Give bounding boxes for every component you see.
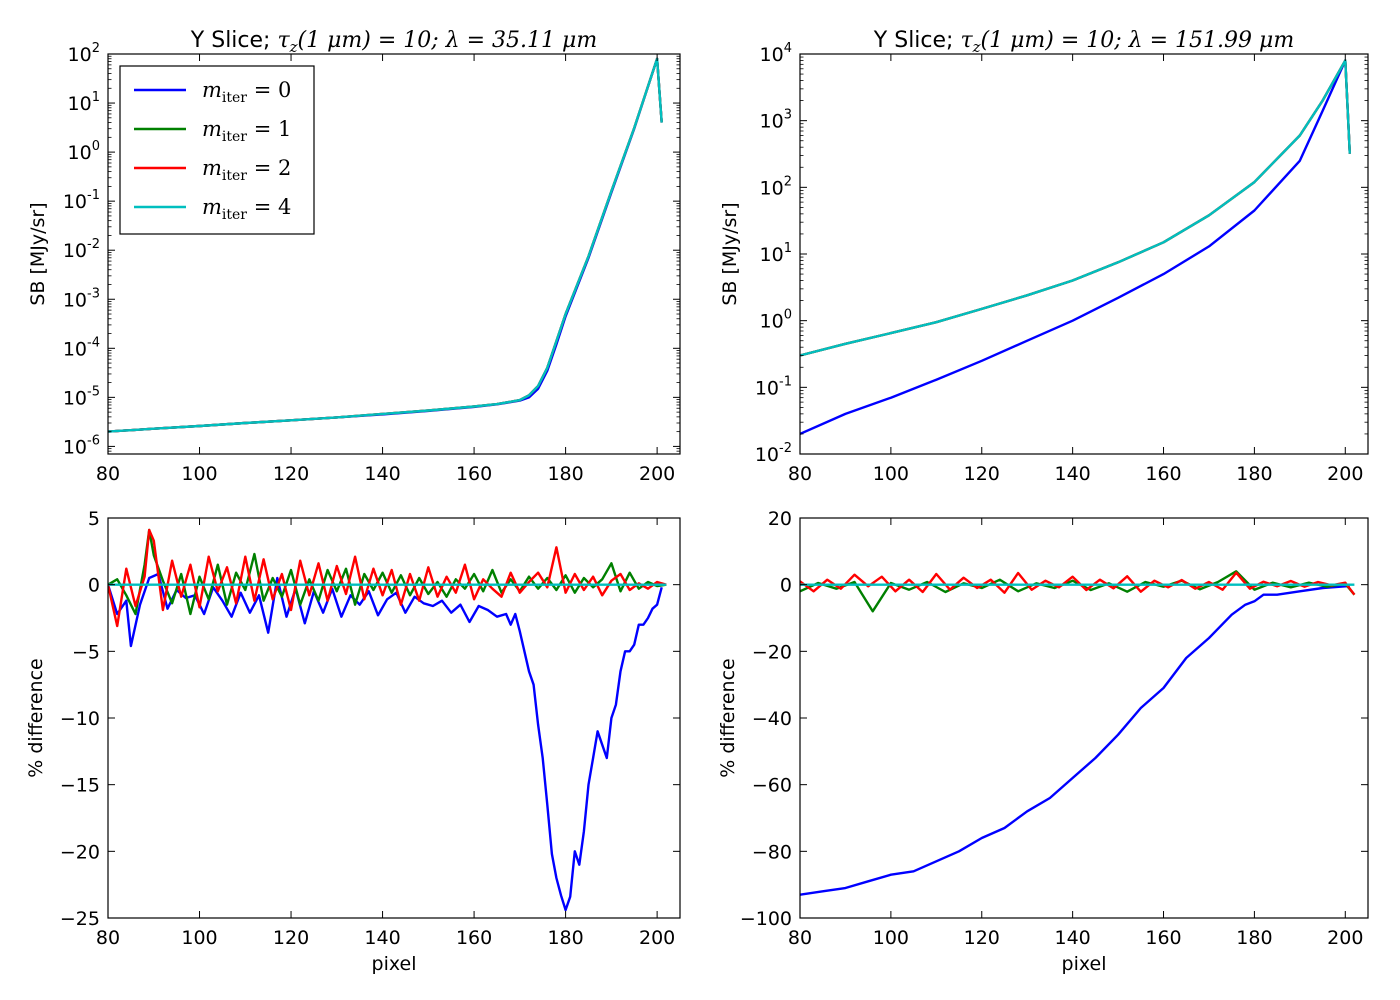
series-group	[108, 528, 667, 912]
y-tick-label: 5	[88, 508, 100, 530]
y-tick-label: 103	[760, 108, 792, 133]
x-axis-label: pixel	[1062, 953, 1107, 975]
y-axis-label: SB [MJy/sr]	[27, 202, 49, 305]
x-tick-label: 80	[96, 463, 120, 485]
y-tick-label: −10	[60, 708, 100, 730]
y-tick-label: 101	[760, 241, 792, 266]
y-tick-label: 0	[88, 575, 100, 597]
y-tick-label: −40	[752, 708, 792, 730]
chart-panel-3: 80 100 120 140 160 180 200200−20−40−60−80−100%…	[717, 508, 1369, 975]
x-tick-label: 200	[639, 927, 675, 949]
series-group	[800, 570, 1356, 896]
x-tick-label: 200	[1327, 463, 1363, 485]
x-tick-label: 180	[547, 927, 583, 949]
legend-label: miter = 0	[202, 78, 291, 106]
y-axis-label: % difference	[717, 658, 739, 777]
y-tick-label: −25	[60, 908, 100, 930]
y-tick-label: −15	[60, 775, 100, 797]
y-tick-label: −20	[752, 641, 792, 663]
series-line-3	[800, 59, 1351, 357]
y-tick-label: 100	[68, 139, 100, 164]
y-tick-label: 102	[68, 41, 100, 66]
x-axis-label: pixel	[372, 953, 417, 975]
plot-frame	[107, 53, 681, 455]
x-tick-label: 100	[873, 463, 909, 485]
series-group	[800, 59, 1351, 435]
series-line-2	[108, 528, 667, 628]
y-tick-label: −100	[740, 908, 792, 930]
y-tick-label: 10-6	[63, 433, 100, 458]
y-tick-label: 10-3	[63, 286, 100, 311]
series-line-3	[108, 57, 663, 433]
x-tick-label: 200	[1327, 927, 1363, 949]
series-line-2	[800, 59, 1351, 357]
x-tick-label: 180	[1236, 463, 1272, 485]
y-tick-label: 10-1	[63, 188, 100, 213]
x-tick-label: 160	[1145, 463, 1181, 485]
y-tick-label: 104	[760, 41, 792, 66]
y-axis-label: % difference	[25, 658, 47, 777]
x-tick-label: 140	[364, 463, 400, 485]
series-line-1	[800, 59, 1351, 357]
x-tick-label: 80	[788, 463, 812, 485]
y-tick-label: 10-5	[63, 384, 100, 409]
chart-panel-0: 80 100 120 140 160 180 200 102 101 100 10-1 10-2 10-…	[27, 28, 681, 485]
y-tick-label: 0	[780, 575, 792, 597]
x-tick-label: 140	[1055, 927, 1091, 949]
x-tick-label: 200	[639, 463, 675, 485]
x-tick-label: 140	[1055, 463, 1091, 485]
legend-label: miter = 1	[202, 117, 291, 145]
series-line-1	[108, 528, 667, 616]
y-tick-label: 10-2	[755, 441, 792, 466]
chart-title: Y Slice; τz(1 μm) = 10; λ = 151.99 μm	[873, 28, 1294, 56]
legend: miter = 0 miter = 1 miter = 2 miter = 4	[119, 65, 315, 235]
series-group	[108, 57, 663, 433]
x-tick-label: 100	[873, 927, 909, 949]
x-tick-label: 120	[273, 463, 309, 485]
series-line-0	[800, 59, 1351, 435]
x-tick-label: 140	[364, 927, 400, 949]
y-tick-label: −80	[752, 841, 792, 863]
series-line-0	[800, 585, 1350, 896]
x-tick-label: 100	[181, 463, 217, 485]
chart-panel-1: 80 100 120 140 160 180 200 104 103 102 101 100 10-1 1…	[719, 28, 1369, 485]
plot-frame	[799, 517, 1369, 919]
x-tick-label: 80	[788, 927, 812, 949]
y-tick-label: 100	[760, 308, 792, 333]
y-tick-label: 101	[68, 90, 100, 115]
x-tick-label: 120	[964, 463, 1000, 485]
chart-panel-2: 80 100 120 140 160 180 200 5 0 −5 −10 −15 −20 −25 % di…	[25, 508, 681, 975]
y-tick-label: 10-4	[63, 335, 100, 360]
x-tick-label: 160	[1145, 927, 1181, 949]
x-tick-label: 80	[96, 927, 120, 949]
y-tick-label: 10-1	[755, 374, 792, 399]
y-tick-label: 20	[768, 508, 792, 530]
series-line-0	[108, 572, 663, 912]
legend-label: miter = 2	[202, 156, 291, 184]
legend-label: miter = 4	[202, 195, 291, 223]
y-tick-label: 10-2	[63, 237, 100, 262]
series-line-2	[800, 571, 1356, 596]
y-tick-label: −20	[60, 841, 100, 863]
x-tick-label: 160	[456, 463, 492, 485]
x-tick-label: 160	[456, 927, 492, 949]
x-tick-label: 120	[964, 927, 1000, 949]
x-tick-label: 180	[547, 463, 583, 485]
x-tick-label: 100	[181, 927, 217, 949]
x-tick-label: 180	[1236, 927, 1272, 949]
y-tick-label: −5	[72, 641, 100, 663]
x-tick-label: 120	[273, 927, 309, 949]
chart-title: Y Slice; τz(1 μm) = 10; λ = 35.11 μm	[190, 28, 597, 56]
plot-frame	[799, 53, 1369, 455]
y-axis-label: SB [MJy/sr]	[719, 202, 741, 305]
y-tick-label: −60	[752, 775, 792, 797]
y-tick-label: 102	[760, 174, 792, 199]
